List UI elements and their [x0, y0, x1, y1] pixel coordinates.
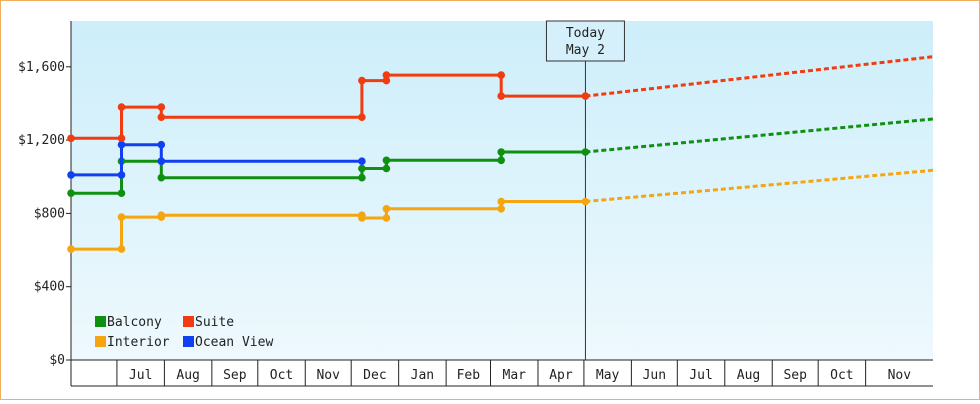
data-point-interior [67, 245, 75, 253]
series-interior [67, 168, 934, 253]
data-point-balcony [157, 173, 166, 182]
legend-swatch-ocean-view [183, 336, 194, 347]
y-tick-label: $1,200 [18, 133, 65, 148]
x-month-label: Jun [643, 368, 666, 383]
legend: Balcony Suite Interior Ocean View [95, 315, 273, 350]
x-month-label: Mar [503, 368, 527, 383]
data-point-balcony [497, 156, 506, 165]
y-tick-label: $1,600 [18, 60, 65, 75]
data-point-ocean-view [117, 171, 126, 179]
x-axis: Jul Aug Sep Oct Nov Dec Jan Feb Mar Apr May Jun Jul A… [70, 359, 933, 387]
data-point-suite [382, 76, 391, 85]
data-point-ocean-view [157, 140, 166, 149]
legend-label-suite: Suite [195, 315, 234, 330]
y-tick-label: $800 [34, 206, 65, 221]
y-axis: $0 $400 $800 $1,200 $1,600 [18, 21, 72, 368]
legend-label-balcony: Balcony [107, 315, 162, 330]
x-month-label: Nov [888, 368, 912, 383]
today-label-box [545, 20, 625, 62]
legend-swatch-suite [183, 316, 194, 327]
x-month-label: May [596, 368, 620, 383]
series-layer [67, 55, 934, 253]
x-month-label: Nov [316, 368, 340, 383]
x-month-label: Oct [270, 368, 293, 383]
data-point-ocean-view [67, 171, 75, 179]
x-month-label: Oct [830, 368, 853, 383]
data-point-balcony [382, 164, 391, 173]
data-point-suite [157, 103, 166, 111]
x-month-label: Aug [737, 368, 760, 383]
data-point-ocean-view [157, 157, 166, 165]
data-point-suite [67, 134, 75, 143]
series-line-ocean-view [71, 143, 362, 177]
y-tick-label: $0 [49, 353, 65, 368]
data-point-suite [497, 71, 506, 79]
data-point-balcony [581, 148, 590, 156]
data-point-balcony [67, 189, 75, 197]
y-tick-label: $400 [34, 280, 65, 295]
data-point-suite [382, 71, 391, 79]
data-point-interior [382, 205, 391, 213]
data-point-suite [581, 92, 590, 100]
data-point-suite [497, 92, 506, 100]
data-point-balcony [382, 156, 391, 165]
data-point-ocean-view [117, 140, 126, 149]
data-point-interior [117, 245, 126, 253]
data-point-balcony [358, 164, 366, 173]
forecast-line-balcony [585, 117, 934, 154]
legend-swatch-interior [95, 336, 106, 347]
x-month-label: Aug [176, 368, 199, 383]
data-point-interior [382, 214, 391, 222]
forecast-line-interior [585, 168, 934, 203]
legend-label-interior: Interior [107, 335, 170, 350]
data-point-interior [497, 197, 506, 206]
today-date-label: May 2 [566, 43, 605, 58]
x-month-label: Jan [411, 368, 434, 383]
data-point-suite [358, 113, 366, 121]
data-point-interior [497, 205, 506, 213]
data-point-balcony [497, 148, 506, 156]
data-point-suite [117, 134, 126, 143]
data-point-suite [157, 113, 166, 121]
series-ocean-view [67, 140, 366, 179]
x-month-label: Jul [129, 368, 152, 383]
data-point-interior [358, 214, 366, 222]
series-suite [67, 55, 934, 143]
data-point-interior [117, 213, 126, 221]
x-month-label: Sep [223, 368, 247, 383]
data-point-interior [581, 197, 590, 206]
x-month-label: Sep [783, 368, 807, 383]
data-point-interior [157, 211, 166, 219]
x-month-label: Feb [457, 368, 481, 383]
data-point-ocean-view [358, 157, 366, 165]
x-month-label: Dec [363, 368, 386, 383]
x-month-label: Apr [549, 368, 573, 383]
forecast-line-suite [585, 55, 934, 98]
data-point-balcony [358, 173, 366, 182]
x-month-label: Jul [689, 368, 712, 383]
data-point-suite [117, 103, 126, 111]
legend-swatch-balcony [95, 316, 106, 327]
data-point-suite [358, 76, 366, 85]
legend-label-ocean-view: Ocean View [195, 335, 273, 350]
today-marker: Today May 2 [545, 20, 625, 360]
today-label: Today [566, 26, 605, 41]
data-point-balcony [117, 189, 126, 197]
